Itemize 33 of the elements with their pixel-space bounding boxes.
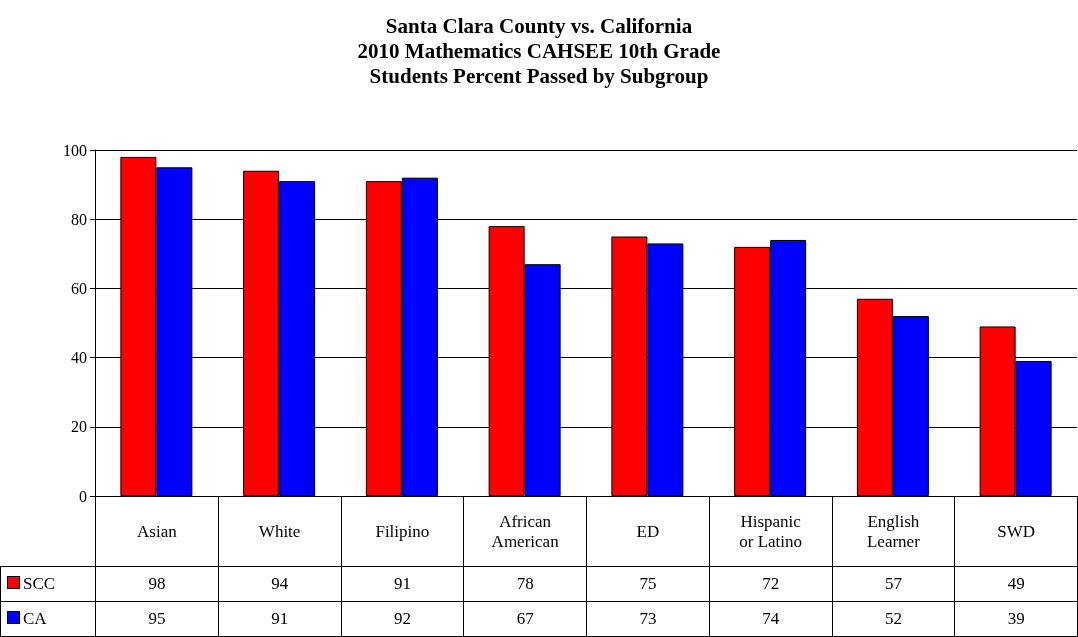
- data-label: 49: [1007, 574, 1025, 594]
- y-tick-label: 100: [63, 141, 87, 159]
- y-tick-label: 80: [71, 210, 87, 228]
- x-tick-label: English Learner: [865, 511, 921, 552]
- y-tick-label: 0: [79, 487, 87, 505]
- x-tick-label: Filipino: [375, 521, 430, 542]
- x-tick-label: Hispanic or Latino: [738, 511, 803, 552]
- data-label: 52: [884, 609, 902, 629]
- data-label: 57: [884, 574, 902, 594]
- data-label: 95: [148, 609, 166, 629]
- data-label: 98: [148, 574, 166, 594]
- data-label: 91: [271, 609, 289, 629]
- y-tick-label: 40: [71, 349, 87, 367]
- x-tick-label: White: [258, 521, 301, 542]
- x-tick-label: African American: [490, 511, 560, 552]
- data-label: 92: [393, 609, 411, 629]
- x-tick-label: Asian: [137, 521, 177, 542]
- y-tick-label: 60: [71, 279, 87, 297]
- x-tick-label: SWD: [997, 521, 1036, 542]
- data-label: 73: [639, 609, 657, 629]
- y-tick-label: 20: [71, 418, 87, 436]
- data-label: 39: [1007, 609, 1025, 629]
- data-label: 72: [762, 574, 780, 594]
- data-label: 67: [516, 609, 534, 629]
- x-tick-label: ED: [636, 521, 660, 542]
- legend-label: SCC: [23, 574, 56, 593]
- chart-title: Santa Clara County vs. California 2010 Mathematics CAHSEE 10th Grade Students Percent Passed by Subgroup: [357, 13, 721, 88]
- data-label: 91: [393, 574, 411, 594]
- data-label: 75: [639, 574, 657, 594]
- legend-label: CA: [23, 609, 47, 628]
- data-label: 94: [271, 574, 289, 594]
- data-label: 78: [516, 574, 534, 594]
- data-label: 74: [762, 609, 780, 629]
